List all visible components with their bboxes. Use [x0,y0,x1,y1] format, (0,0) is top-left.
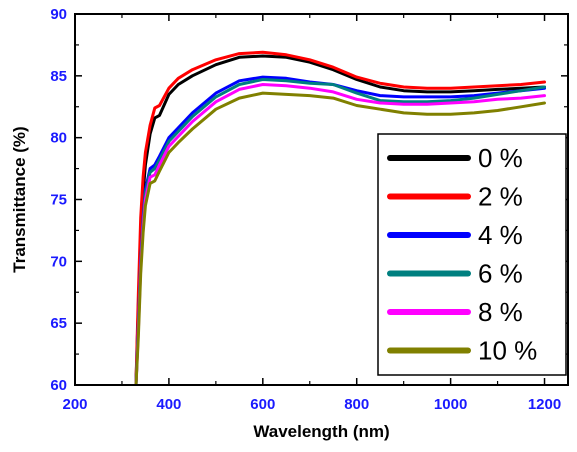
legend-label: 4 % [478,220,523,250]
x-axis-title: Wavelength (nm) [253,422,389,441]
y-tick-label: 60 [50,377,67,394]
x-tick-label: 200 [62,396,87,413]
series-layer [134,50,546,385]
legend-label: 0 % [478,143,523,173]
legend-label: 8 % [478,297,523,327]
legend-label: 10 % [478,336,537,366]
x-tick-label: 800 [344,396,369,413]
x-tick-label: 400 [156,396,181,413]
legend-label: 6 % [478,259,523,289]
legend: 0 % 2 % 4 % 6 % 8 % 10 % [377,133,567,376]
axis-tick-labels: 200 400 600 800 1000 1200 60 65 70 75 80 85 90 [50,6,561,413]
y-axis-title: Transmittance (%) [10,126,29,272]
y-tick-label: 85 [50,68,67,85]
legend-box [377,133,567,376]
x-tick-label: 1200 [528,396,561,413]
y-tick-label: 90 [50,6,67,23]
x-tick-label: 1000 [434,396,467,413]
x-tick-label: 600 [250,396,275,413]
series-line-10pct [134,91,546,385]
y-tick-label: 70 [50,253,67,270]
y-tick-label: 65 [50,315,67,332]
y-tick-label: 75 [50,192,67,209]
series-line-2pct [134,50,546,384]
y-tick-label: 80 [50,130,67,147]
legend-label: 2 % [478,182,523,212]
